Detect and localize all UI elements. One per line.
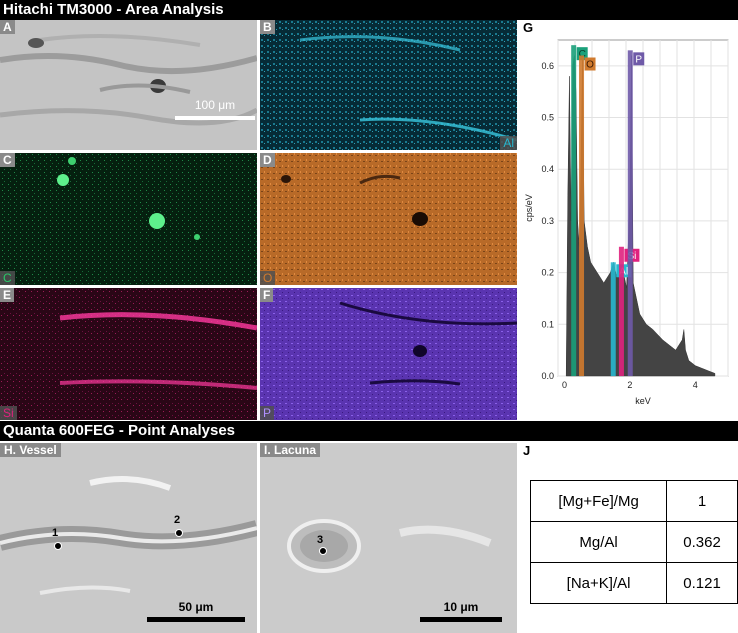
table-row: [Na+K]/Al 0.121 — [529, 562, 738, 604]
x-tick-label: 2 — [627, 380, 632, 390]
ratio-value: 0.121 — [666, 562, 738, 604]
panel-a-label: A — [0, 20, 15, 34]
peak-bar-si — [618, 246, 624, 376]
y-tick-label: 0.6 — [541, 61, 554, 71]
panel-j-label: J — [523, 443, 531, 458]
point-1-marker — [54, 542, 62, 550]
peak-label-o: O — [586, 60, 594, 71]
panel-e-texture — [0, 288, 257, 420]
x-tick-label: 0 — [562, 380, 567, 390]
peak-label-c: C — [579, 49, 586, 60]
peak-label-box-p — [633, 52, 645, 66]
panel-i-scale-bar — [420, 617, 502, 622]
point-3-label: 3 — [317, 534, 324, 546]
panel-d-oxygen-map: D O — [260, 153, 517, 285]
ratio-value: 0.362 — [666, 521, 738, 563]
peak-bar-al — [610, 262, 616, 376]
ratio-name: [Mg+Fe]/Mg — [529, 480, 668, 522]
panel-i-scale-text: 10 μm — [443, 600, 479, 614]
y-axis-label: cps/eV — [524, 194, 534, 222]
point-2-marker — [175, 529, 183, 537]
panel-a-scale-text: 100 μm — [194, 98, 236, 112]
y-tick-label: 0.5 — [541, 113, 554, 123]
point-1-label: 1 — [52, 527, 59, 539]
panel-c-element: C — [0, 271, 15, 285]
panel-c-texture — [0, 153, 257, 285]
peak-label-p: P — [635, 54, 642, 65]
panel-f-element: P — [260, 406, 275, 420]
panel-e-silicon-map: E Si — [0, 288, 257, 420]
panel-b-texture — [260, 20, 517, 150]
panel-h-label: H. Vessel — [0, 443, 61, 457]
panel-e-element: Si — [0, 406, 17, 420]
peak-bar-c — [571, 45, 577, 377]
y-tick-label: 0.3 — [541, 216, 554, 226]
panel-a-texture — [0, 20, 257, 150]
x-axis-label: keV — [635, 396, 651, 406]
point-2-label: 2 — [174, 514, 181, 526]
panel-b-element: Al — [500, 136, 517, 150]
panel-d-texture — [260, 153, 517, 285]
panel-g-label: G — [523, 20, 534, 35]
panel-a-scale-bar — [175, 116, 255, 120]
panel-f-label: F — [260, 288, 274, 302]
point-3-marker — [319, 547, 327, 555]
panel-c-label: C — [0, 153, 15, 167]
panel-c-carbon-map: C C — [0, 153, 257, 285]
panel-e-label: E — [0, 288, 15, 302]
peak-label-box-o — [584, 57, 596, 71]
panel-h-scale-bar — [147, 617, 245, 622]
x-tick-label: 4 — [693, 380, 698, 390]
panel-g-spectrum: G 0.00.10.20.30.40.50.6024keVcps/eVCOAlS… — [520, 20, 738, 420]
peak-bar-p — [627, 50, 633, 376]
panel-h-texture — [0, 443, 257, 633]
ratio-name: [Na+K]/Al — [529, 562, 668, 604]
y-tick-label: 0.2 — [541, 268, 554, 278]
table-row: [Mg+Fe]/Mg 1 — [529, 480, 738, 522]
ratio-name: Mg/Al — [529, 521, 668, 563]
panel-i-texture — [260, 443, 517, 633]
panel-b-al-map: B Al — [260, 20, 517, 150]
panel-a-sem-image: A 100 μm — [0, 20, 257, 150]
panel-h-scale-text: 50 μm — [178, 600, 214, 614]
panel-h-vessel-image: H. Vessel 1 2 50 μm — [0, 443, 257, 633]
bottom-banner: Quanta 600FEG - Point Analyses — [0, 421, 738, 441]
panel-d-label: D — [260, 153, 275, 167]
y-tick-label: 0.1 — [541, 319, 554, 329]
y-tick-label: 0.4 — [541, 164, 554, 174]
panel-b-label: B — [260, 20, 275, 34]
top-banner: Hitachi TM3000 - Area Analysis — [0, 0, 738, 20]
peak-label-box-c — [576, 47, 588, 61]
panel-i-label: I. Lacuna — [260, 443, 321, 457]
table-row: Mg/Al 0.362 — [529, 521, 738, 563]
y-tick-label: 0.0 — [541, 371, 554, 381]
panel-i-lacuna-image: I. Lacuna 3 10 μm — [260, 443, 517, 633]
ratio-table: [Mg+Fe]/Mg 1 Mg/Al 0.362 [Na+K]/Al 0.121 — [529, 480, 738, 604]
panel-d-element: O — [260, 271, 276, 285]
ratio-value: 1 — [666, 480, 738, 522]
peak-bar-o — [579, 55, 585, 376]
panel-f-texture — [260, 288, 517, 420]
panel-f-phosphorus-map: F P — [260, 288, 517, 420]
